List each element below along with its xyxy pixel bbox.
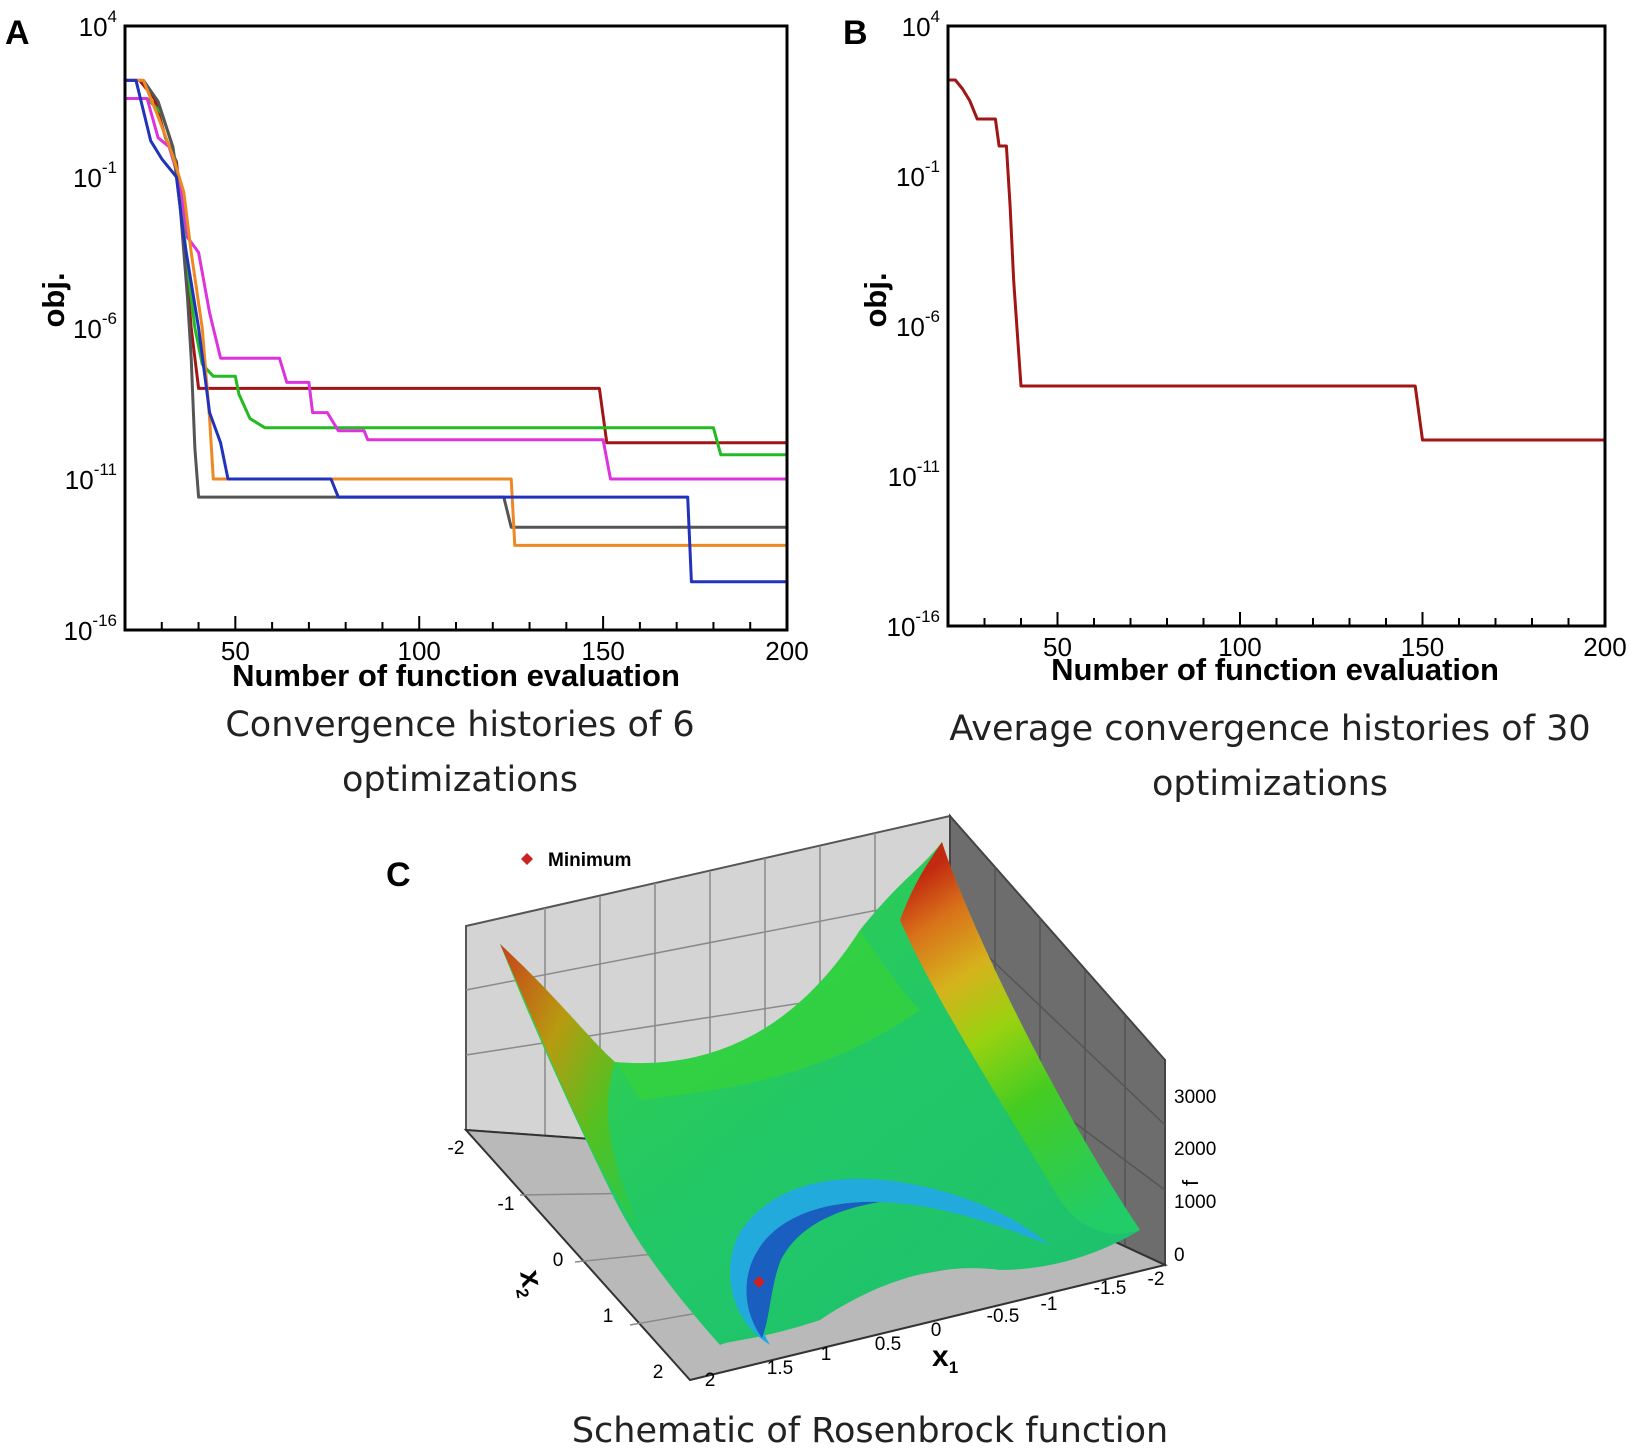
floor — [463, 1128, 1169, 1382]
panel-c-letter: C — [386, 856, 411, 894]
caption-a-line2: optimizations — [342, 760, 578, 800]
x-tick-label: 50 — [221, 636, 250, 666]
x1-tick-label: 1.5 — [767, 1358, 793, 1379]
chart-a: 50 100 150 200 104 10-1 10-6 10-11 10-16 Number … — [36, 7, 809, 693]
series-line-0 — [948, 78, 1605, 442]
x2-axis-title: x2 — [509, 1267, 550, 1299]
y-axis-title: obj. — [36, 272, 71, 327]
x1-tick-label: -1.5 — [1094, 1278, 1127, 1299]
floor-grid — [519, 1187, 1111, 1326]
y-tick-label: 10-6 — [73, 309, 117, 344]
plot-frame — [123, 24, 789, 632]
side-wall — [949, 813, 1166, 1267]
panel-b-letter: B — [843, 14, 868, 52]
x2-tick-label: -1 — [498, 1194, 515, 1215]
x-tick-label: 150 — [581, 636, 624, 666]
x2-tick-label: -2 — [448, 1138, 465, 1159]
legend-marker-icon — [521, 853, 533, 865]
series-line-4 — [125, 78, 787, 547]
y-tick-label: 10-11 — [888, 457, 940, 492]
panel-a-letter: A — [5, 14, 30, 52]
x1-tick-label: 0 — [931, 1320, 942, 1341]
x-tick-label: 200 — [1583, 632, 1626, 662]
x-tick-label: 50 — [1043, 632, 1072, 662]
surface-left-tip — [500, 944, 640, 1230]
y-tick-label: 10-16 — [64, 611, 118, 646]
y-tick-label: 10-1 — [896, 157, 940, 192]
x1-tick-label: -2 — [1148, 1269, 1165, 1290]
y-axis-title: obj. — [858, 272, 893, 327]
x1-tick-label: 0.5 — [875, 1334, 901, 1355]
surface-upper-bands — [615, 930, 920, 1100]
f-tick-label: 0 — [1174, 1245, 1185, 1266]
surface-body — [500, 842, 1140, 1345]
x1-tick-label: 2 — [705, 1370, 716, 1391]
side-wall-grid — [949, 867, 1166, 1248]
x2-tick-label: 0 — [553, 1250, 564, 1271]
x2-tick-label: 2 — [653, 1362, 664, 1383]
f-tick-label: 2000 — [1174, 1139, 1216, 1160]
series-line-0 — [125, 78, 787, 445]
x-axis-title: Number of function evaluation — [1051, 652, 1499, 687]
series-line-3 — [125, 78, 787, 529]
minimum-marker — [753, 1276, 765, 1288]
series-line-5 — [125, 78, 787, 584]
caption-b-line1: Average convergence histories of 30 — [949, 709, 1591, 749]
series-line-2 — [125, 97, 787, 481]
y-tick-label: 10-11 — [65, 460, 117, 495]
caption-a-line1: Convergence histories of 6 — [225, 705, 695, 745]
f-axis-title: f — [1178, 1179, 1203, 1186]
f-tick-label: 1000 — [1174, 1192, 1216, 1213]
x2-tick-label: 1 — [603, 1306, 614, 1327]
y-tick-label: 10-6 — [896, 307, 940, 342]
x1-tick-label: 1 — [821, 1344, 832, 1365]
surface-right-tip — [900, 842, 1140, 1234]
caption-a: Convergence histories of 6 optimizations — [120, 698, 800, 808]
x1-tick-label: -0.5 — [987, 1306, 1020, 1327]
valley-inner — [746, 1201, 880, 1338]
x-tick-label: 200 — [765, 636, 808, 666]
y-tick-label: 104 — [79, 7, 117, 42]
x-tick-label: 100 — [398, 636, 441, 666]
x1-axis-title: x1 — [932, 1340, 958, 1377]
valley-outer — [730, 1178, 1050, 1345]
legend-label: Minimum — [548, 850, 631, 871]
x1-tick-label: -1 — [1041, 1294, 1058, 1315]
x-tick-label: 100 — [1218, 632, 1261, 662]
caption-b-line2: optimizations — [1152, 764, 1388, 804]
y-tick-label: 10-1 — [73, 158, 117, 193]
series-line-1 — [125, 97, 787, 457]
caption-b: Average convergence histories of 30 opti… — [930, 702, 1610, 812]
caption-c: Schematic of Rosenbrock function — [571, 1411, 1169, 1451]
chart-b: 50 100 150 200 104 10-1 10-6 10-11 10-16 Number … — [858, 7, 1627, 687]
back-wall — [465, 814, 951, 1167]
x-tick-label: 150 — [1401, 632, 1444, 662]
plot-frame — [946, 24, 1607, 628]
x-axis-title: Number of function evaluation — [232, 658, 680, 693]
y-tick-label: 104 — [902, 7, 940, 42]
y-tick-label: 10-16 — [887, 607, 941, 642]
f-tick-label: 3000 — [1174, 1087, 1216, 1108]
back-wall-grid — [465, 833, 951, 1160]
